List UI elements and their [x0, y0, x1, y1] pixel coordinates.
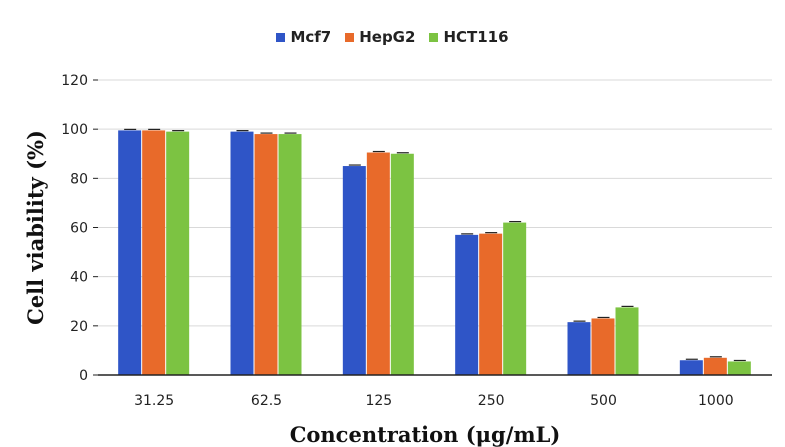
bar-hepg2-1000	[703, 357, 727, 375]
x-tick-label: 125	[365, 393, 392, 409]
y-tick-label: 100	[61, 122, 88, 138]
gridlines	[98, 79, 772, 327]
x-tick-label: 62.5	[251, 393, 282, 409]
bar-hct116-125	[390, 153, 414, 375]
legend-swatch-mcf7	[276, 32, 286, 42]
y-axis-title: Cell viability (%)	[23, 130, 48, 325]
bar-hct116-1000	[727, 361, 751, 375]
legend-item-mcf7: Mcf7	[276, 28, 331, 46]
x-tick-label: 500	[590, 393, 617, 409]
legend-label-mcf7: Mcf7	[290, 28, 332, 46]
legend-item-hepg2: HepG2	[345, 28, 415, 46]
bar-hepg2-250	[479, 233, 503, 375]
legend-label-hepg2: HepG2	[359, 28, 416, 46]
bar-hct116-250	[503, 222, 527, 375]
legend-item-hct116: HCT116	[429, 28, 509, 46]
bar-mcf7-62.5	[230, 131, 254, 375]
x-tick-label: 250	[478, 393, 505, 409]
legend-swatch-hct116	[429, 32, 439, 42]
legend-swatch-hepg2	[345, 32, 355, 42]
y-tick-labels: 0 20 40 60 80 100 120	[61, 73, 98, 384]
bar-hepg2-31.25	[142, 130, 166, 375]
bar-hct116-500	[615, 307, 639, 375]
bar-hepg2-62.5	[254, 134, 278, 375]
bar-hct116-62.5	[278, 134, 302, 375]
bars	[118, 128, 751, 375]
bar-mcf7-31.25	[118, 130, 142, 375]
y-tick-label: 80	[70, 171, 88, 187]
y-tick-label: 40	[70, 270, 88, 286]
x-tick-label: 31.25	[134, 393, 174, 409]
bar-mcf7-125	[342, 166, 366, 375]
x-axis-title: Concentration (μg/mL)	[290, 422, 561, 447]
bar-mcf7-250	[455, 234, 479, 375]
x-tick-labels: 31.25 62.5 125 250 500 1000	[134, 393, 734, 409]
bar-hepg2-125	[366, 152, 390, 375]
y-tick-label: 60	[70, 221, 88, 237]
legend: Mcf7 HepG2 HCT116	[0, 28, 785, 46]
bar-mcf7-1000	[679, 360, 703, 375]
y-tick-label: 120	[61, 73, 88, 89]
y-tick-label: 20	[70, 319, 88, 335]
bar-hct116-31.25	[166, 131, 190, 375]
y-tick-label: 0	[79, 368, 88, 384]
bar-mcf7-500	[567, 322, 591, 375]
bar-hepg2-500	[591, 318, 615, 375]
x-tick-label: 1000	[698, 393, 734, 409]
legend-label-hct116: HCT116	[443, 28, 509, 46]
